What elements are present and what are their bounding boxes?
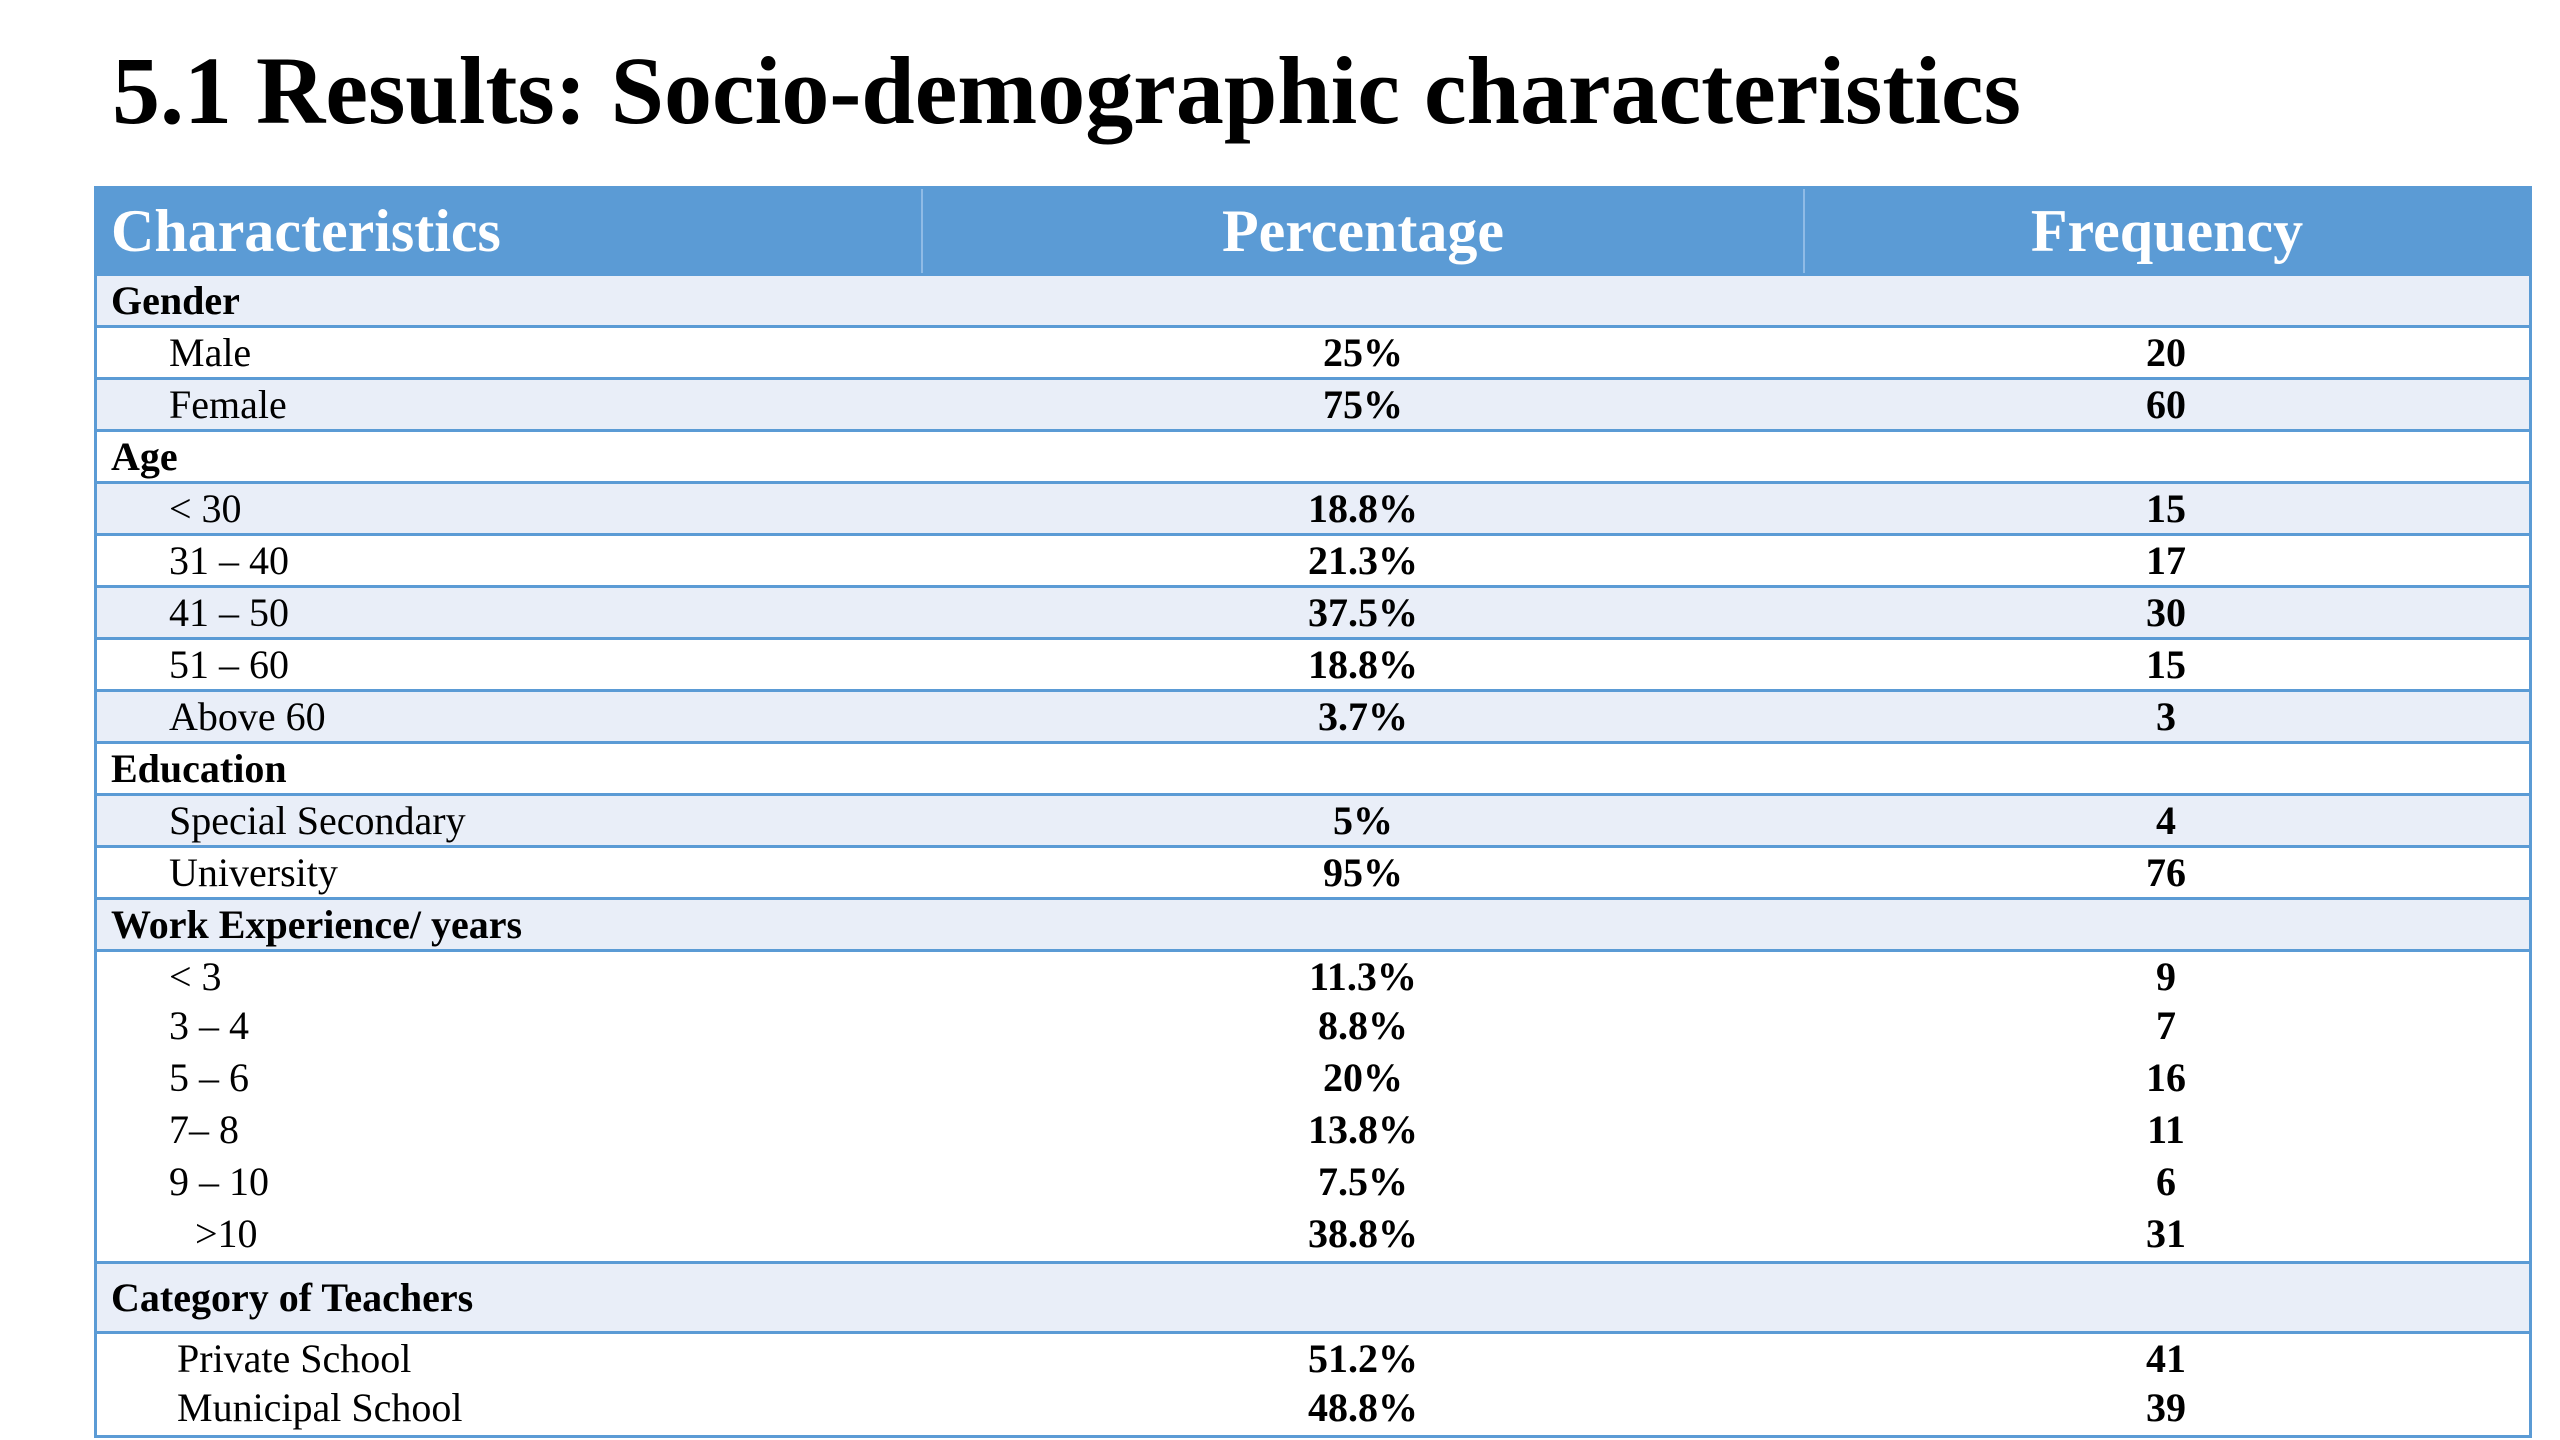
- page-title: 5.1 Results: Socio-demographic character…: [112, 37, 2021, 144]
- row-label: Female: [169, 382, 287, 427]
- row-percentage: 3.7%: [1318, 694, 1408, 739]
- row-percentage: 18.8%: [1308, 642, 1418, 687]
- table-row-special-secondary: Special Secondary 5% 4: [97, 793, 2529, 845]
- row-percentage: 95%: [1323, 850, 1403, 895]
- row-label: 3 – 4: [169, 1003, 249, 1048]
- table-row-private-school: Private School 51.2% 41: [97, 1331, 2529, 1383]
- table-row-we-gt10: >10 38.8% 31: [97, 1209, 2529, 1261]
- row-label: 5 – 6: [169, 1055, 249, 1100]
- row-percentage: 51.2%: [1308, 1336, 1418, 1381]
- row-frequency: 31: [2146, 1211, 2186, 1256]
- section-row-education: Education: [97, 741, 2529, 793]
- row-frequency: 7: [2156, 1003, 2176, 1048]
- row-label: Special Secondary: [169, 798, 466, 843]
- table-row-age-51-60: 51 – 60 18.8% 15: [97, 637, 2529, 689]
- row-percentage: 13.8%: [1308, 1107, 1418, 1152]
- row-percentage: 25%: [1323, 330, 1403, 375]
- row-label: 41 – 50: [169, 590, 289, 635]
- section-label: Gender: [111, 278, 240, 323]
- row-frequency: 41: [2146, 1336, 2186, 1381]
- row-label: < 30: [169, 486, 242, 531]
- demographics-table: Characteristics Percentage Frequency Gen…: [94, 186, 2532, 1438]
- header-frequency: Frequency: [2030, 198, 2304, 264]
- row-frequency: 39: [2146, 1385, 2186, 1430]
- row-frequency: 16: [2146, 1055, 2186, 1100]
- row-frequency: 30: [2146, 590, 2186, 635]
- row-percentage: 75%: [1323, 382, 1403, 427]
- row-percentage: 5%: [1333, 798, 1393, 843]
- row-percentage: 7.5%: [1318, 1159, 1408, 1204]
- row-percentage: 20%: [1323, 1055, 1403, 1100]
- table-row-we-7-8: 7– 8 13.8% 11: [97, 1105, 2529, 1157]
- table-row-age-lt30: < 30 18.8% 15: [97, 481, 2529, 533]
- row-percentage: 38.8%: [1308, 1211, 1418, 1256]
- row-frequency: 20: [2146, 330, 2186, 375]
- section-label: Work Experience/ years: [111, 902, 523, 947]
- table-row-age-31-40: 31 – 40 21.3% 17: [97, 533, 2529, 585]
- row-frequency: 15: [2146, 642, 2186, 687]
- row-label: 31 – 40: [169, 538, 289, 583]
- row-percentage: 8.8%: [1318, 1003, 1408, 1048]
- row-frequency: 15: [2146, 486, 2186, 531]
- row-label: Male: [169, 330, 252, 375]
- row-frequency: 60: [2146, 382, 2186, 427]
- header-characteristics: Characteristics: [97, 189, 923, 273]
- row-label: University: [169, 850, 338, 895]
- table-row-we-5-6: 5 – 6 20% 16: [97, 1053, 2529, 1105]
- row-label: 51 – 60: [169, 642, 289, 687]
- section-label: Education: [111, 746, 287, 791]
- row-percentage: 18.8%: [1308, 486, 1418, 531]
- row-percentage: 11.3%: [1309, 954, 1417, 999]
- row-label: 9 – 10: [169, 1159, 269, 1204]
- section-row-gender: Gender: [97, 273, 2529, 325]
- row-frequency: 17: [2146, 538, 2186, 583]
- row-percentage: 48.8%: [1308, 1385, 1418, 1430]
- table-row-university: University 95% 76: [97, 845, 2529, 897]
- row-frequency: 3: [2156, 694, 2176, 739]
- table-row-age-41-50: 41 – 50 37.5% 30: [97, 585, 2529, 637]
- table-header: Characteristics Percentage Frequency: [97, 189, 2529, 273]
- row-frequency: 6: [2156, 1159, 2176, 1204]
- row-label: < 3: [169, 954, 222, 999]
- table-row-we-lt3: < 3 11.3% 9: [97, 949, 2529, 1001]
- row-frequency: 11: [2147, 1107, 2185, 1152]
- row-label: >10: [195, 1211, 258, 1256]
- row-frequency: 76: [2146, 850, 2186, 895]
- row-frequency: 9: [2156, 954, 2176, 999]
- header-percentage: Percentage: [923, 189, 1805, 273]
- section-row-age: Age: [97, 429, 2529, 481]
- table-row-we-3-4: 3 – 4 8.8% 7: [97, 1001, 2529, 1053]
- row-label: 7– 8: [169, 1107, 239, 1152]
- row-percentage: 37.5%: [1308, 590, 1418, 635]
- row-percentage: 21.3%: [1308, 538, 1418, 583]
- row-label: Municipal School: [177, 1385, 463, 1430]
- section-label: Category of Teachers: [111, 1275, 474, 1320]
- row-frequency: 4: [2156, 798, 2176, 843]
- table-row-female: Female 75% 60: [97, 377, 2529, 429]
- table-row-age-above60: Above 60 3.7% 3: [97, 689, 2529, 741]
- row-label: Private School: [177, 1336, 412, 1381]
- section-row-work-experience: Work Experience/ years: [97, 897, 2529, 949]
- section-row-category: Category of Teachers: [97, 1261, 2529, 1331]
- section-label: Age: [111, 434, 178, 479]
- row-label: Above 60: [169, 694, 326, 739]
- table-row-we-9-10: 9 – 10 7.5% 6: [97, 1157, 2529, 1209]
- table-row-male: Male 25% 20: [97, 325, 2529, 377]
- table-row-municipal-school: Municipal School 48.8% 39: [97, 1383, 2529, 1435]
